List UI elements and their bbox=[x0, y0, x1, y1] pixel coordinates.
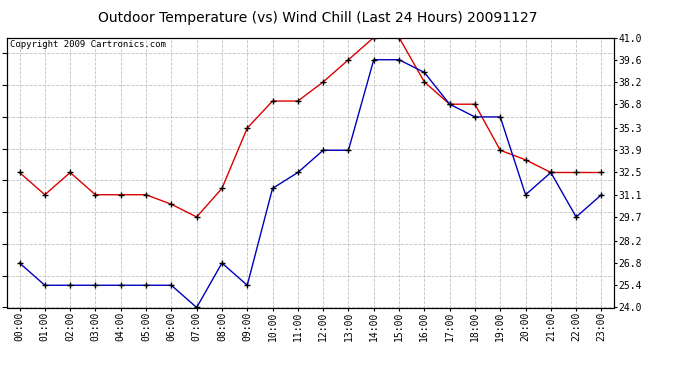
Text: Outdoor Temperature (vs) Wind Chill (Last 24 Hours) 20091127: Outdoor Temperature (vs) Wind Chill (Las… bbox=[98, 11, 537, 25]
Text: Copyright 2009 Cartronics.com: Copyright 2009 Cartronics.com bbox=[10, 40, 166, 49]
